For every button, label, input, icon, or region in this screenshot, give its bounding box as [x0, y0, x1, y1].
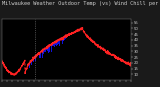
Text: Milwaukee Weather Outdoor Temp (vs) Wind Chill per Minute (Last 24 Hours): Milwaukee Weather Outdoor Temp (vs) Wind…: [2, 1, 160, 6]
Bar: [50, 44, 51, 49]
Bar: [45, 48, 46, 52]
Bar: [36, 55, 37, 57]
Bar: [43, 49, 44, 51]
Bar: [48, 47, 49, 51]
Bar: [53, 43, 54, 46]
Bar: [30, 61, 31, 63]
Bar: [61, 38, 62, 41]
Bar: [65, 37, 66, 39]
Bar: [41, 51, 42, 53]
Bar: [51, 45, 52, 52]
Bar: [40, 52, 41, 58]
Bar: [55, 41, 56, 45]
Bar: [37, 53, 38, 55]
Bar: [63, 38, 64, 43]
Bar: [59, 40, 60, 46]
Bar: [38, 53, 39, 54]
Bar: [39, 53, 40, 58]
Bar: [32, 60, 33, 64]
Bar: [60, 38, 61, 40]
Bar: [33, 58, 34, 62]
Bar: [56, 41, 57, 46]
Bar: [54, 41, 55, 47]
Bar: [62, 38, 63, 44]
Bar: [52, 43, 53, 46]
Bar: [29, 63, 30, 68]
Bar: [58, 39, 59, 44]
Bar: [31, 61, 32, 65]
Bar: [49, 46, 50, 52]
Bar: [35, 57, 36, 61]
Bar: [42, 51, 43, 58]
Bar: [46, 48, 47, 50]
